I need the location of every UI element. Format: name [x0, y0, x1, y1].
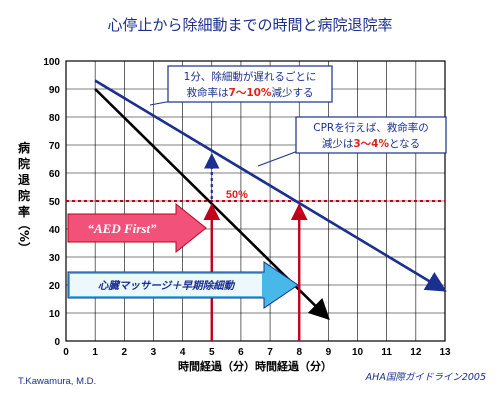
y-tick-label: 60	[49, 169, 61, 180]
y-tick-label: 90	[49, 85, 61, 96]
x-tick-label: 2	[122, 347, 128, 358]
y-axis-label-char: （%）	[17, 218, 32, 254]
x-tick-label: 4	[180, 347, 186, 358]
y-tick-label: 10	[49, 309, 61, 320]
y-axis-label: 病院退院率（%）	[17, 140, 32, 254]
y-tick-label: 30	[49, 253, 61, 264]
y-tick-label: 70	[49, 141, 61, 152]
aed-first-label: “AED First”	[88, 221, 157, 236]
x-tick-label: 1	[92, 347, 98, 358]
x-tick-label: 8	[296, 347, 302, 358]
y-tick-label: 40	[49, 225, 61, 236]
callout-no-cpr-line1: 1分、除細動が遅れるごとに	[184, 70, 317, 83]
callout-cpr: CPRを行えば、救命率の 減少は3〜4%となる	[257, 116, 447, 167]
x-tick-label: 13	[439, 347, 451, 358]
x-tick-label: 0	[63, 347, 69, 358]
y-axis-label-char: 率	[18, 204, 30, 219]
reference-line-group: 50%	[66, 189, 445, 202]
y-tick-label: 50	[49, 197, 61, 208]
chart-title: 心停止から除細動までの時間と病院退院率	[107, 16, 392, 34]
footer-author: T.Kawamura, M.D.	[18, 376, 96, 387]
cpr-defib-label: 心臓マッサージ＋早期除細動	[98, 279, 236, 292]
footer-source: AHA国際ガイドライン2005	[365, 372, 486, 383]
y-axis-label-char: 院	[18, 156, 30, 171]
x-tick-label: 5	[209, 347, 215, 358]
callout-cpr-line2: 減少は3〜4%となる	[322, 137, 420, 150]
y-axis-label-char: 病	[18, 140, 30, 155]
y-axis-label-char: 退	[18, 173, 30, 187]
aed-first-arrow: “AED First”	[67, 202, 207, 254]
y-axis-label-char: 院	[18, 188, 30, 203]
cpr-defib-arrow: 心臓マッサージ＋早期除細動	[67, 261, 299, 309]
callout-no-cpr: 1分、除細動が遅れるごとに 救命率は7〜10%減少する	[149, 65, 333, 106]
x-axis-label: 時間経過（分）時間経過（分）	[178, 359, 332, 373]
callout-no-cpr-line2: 救命率は7〜10%減少する	[187, 86, 314, 99]
x-tick-label: 10	[352, 347, 364, 358]
x-tick-label: 7	[267, 347, 273, 358]
x-tick-label: 6	[238, 347, 244, 358]
y-tick-label: 100	[43, 57, 60, 68]
y-tick-label: 0	[54, 337, 60, 348]
series-line-cpr	[94, 79, 447, 292]
reference-line-label: 50%	[226, 189, 248, 201]
y-tick-label: 80	[49, 113, 61, 124]
callout-no-cpr-box	[167, 65, 333, 103]
callout-cpr-line1: CPRを行えば、救命率の	[313, 121, 428, 134]
x-tick-label: 3	[151, 347, 157, 358]
y-tick-label: 20	[49, 281, 61, 292]
callout-cpr-box	[295, 116, 447, 154]
x-tick-label: 9	[326, 347, 332, 358]
x-tick-label: 11	[381, 347, 392, 358]
x-tick-label: 12	[410, 347, 422, 358]
